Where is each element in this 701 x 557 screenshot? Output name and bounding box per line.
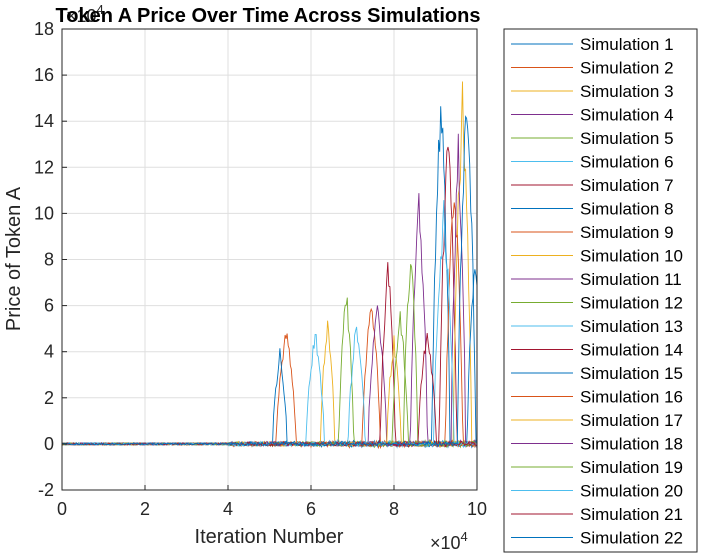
x-tick-label: 10 [467, 499, 487, 519]
x-exponent-power: 4 [461, 529, 468, 544]
legend-label: Simulation 5 [580, 129, 674, 148]
legend: Simulation 1 Simulation 2 Simulation 3 Simu… [503, 28, 698, 553]
y-exponent-power: 4 [97, 2, 104, 17]
y-tick-label: 0 [44, 434, 54, 454]
legend-label: Simulation 4 [580, 106, 674, 125]
y-tick-label: 2 [44, 388, 54, 408]
y-tick-label: 10 [34, 203, 54, 223]
x-axis-label: Iteration Number [195, 526, 344, 548]
legend-label: Simulation 15 [580, 364, 683, 383]
y-tick-label: 6 [44, 296, 54, 316]
legend-label: Simulation 13 [580, 317, 683, 336]
legend-label: Simulation 22 [580, 529, 683, 548]
x-exponent: ×104 [430, 529, 468, 553]
legend-box [503, 28, 698, 553]
x-tick-label: 6 [306, 499, 316, 519]
y-tick-label: -2 [38, 480, 54, 500]
legend-label: Simulation 14 [580, 341, 683, 360]
y-tick-label: 14 [34, 111, 54, 131]
y-tick-label: 16 [34, 65, 54, 85]
y-tick-label: 4 [44, 342, 54, 362]
legend-label: Simulation 17 [580, 411, 683, 430]
y-tick-labels: -2 0 2 4 6 8 10 12 14 16 18 [34, 19, 54, 500]
x-tick-labels: 0 2 4 6 8 10 [57, 499, 487, 519]
y-tick-label: 12 [34, 157, 54, 177]
x-tick-label: 0 [57, 499, 67, 519]
legend-label: Simulation 2 [580, 59, 674, 78]
series-lines [61, 81, 478, 450]
legend-label: Simulation 12 [580, 294, 683, 313]
y-tick-label: 8 [44, 250, 54, 270]
legend-label: Simulation 18 [580, 435, 683, 454]
legend-label: Simulation 19 [580, 458, 683, 477]
legend-label: Simulation 1 [580, 35, 674, 54]
y-tick-label: 18 [34, 19, 54, 39]
legend-label: Simulation 9 [580, 223, 674, 242]
x-tick-label: 8 [389, 499, 399, 519]
legend-label: Simulation 21 [580, 505, 683, 524]
legend-label: Simulation 3 [580, 82, 674, 101]
legend-label: Simulation 10 [580, 247, 683, 266]
legend-items: Simulation 1 Simulation 2 Simulation 3 Simu… [511, 35, 683, 548]
y-exponent: ×104 [66, 2, 104, 26]
series-line [61, 115, 478, 448]
axis-ticks [61, 28, 478, 491]
y-axis-label: Price of Token A [3, 186, 25, 331]
x-tick-label: 4 [223, 499, 233, 519]
chart-title: Token A Price Over Time Across Simulatio… [56, 5, 481, 27]
legend-label: Simulation 6 [580, 153, 674, 172]
legend-label: Simulation 8 [580, 200, 674, 219]
legend-label: Simulation 11 [580, 270, 682, 289]
x-tick-label: 2 [140, 499, 150, 519]
legend-label: Simulation 7 [580, 176, 674, 195]
legend-label: Simulation 16 [580, 388, 683, 407]
legend-label: Simulation 20 [580, 482, 683, 501]
